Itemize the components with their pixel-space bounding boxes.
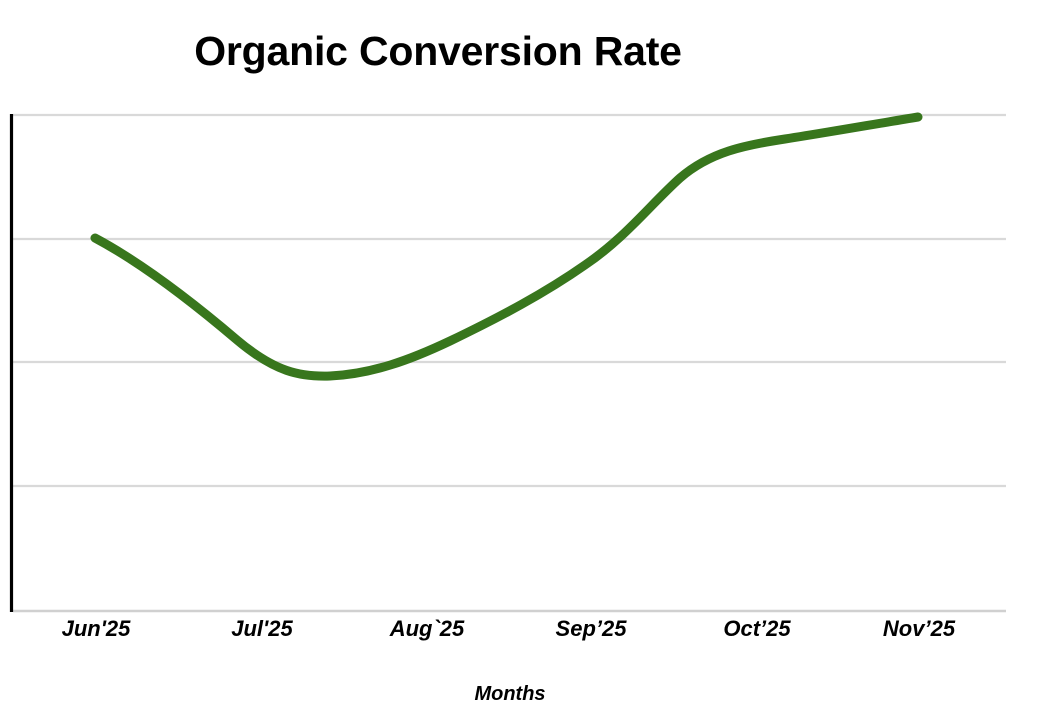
x-tick-label-jun: Jun'25 [61,616,131,641]
conversion-rate-line [90,112,923,381]
gridlines [13,113,1006,613]
x-tick-label-oct: Oct’25 [723,616,791,641]
x-tick-label-aug: Aug`25 [389,616,465,641]
x-tick-label-jul: Jul'25 [231,616,293,641]
x-axis-title: Months [474,683,546,705]
x-tick-label-nov: Nov’25 [882,616,956,641]
chart-title: Organic Conversion Rate [194,28,682,74]
x-tick-label-sep: Sep’25 [555,616,627,641]
x-axis-tick-labels: Jun'25 Jul'25 Aug`25 Sep’25 Oct’25 Nov’2… [0,616,1040,652]
